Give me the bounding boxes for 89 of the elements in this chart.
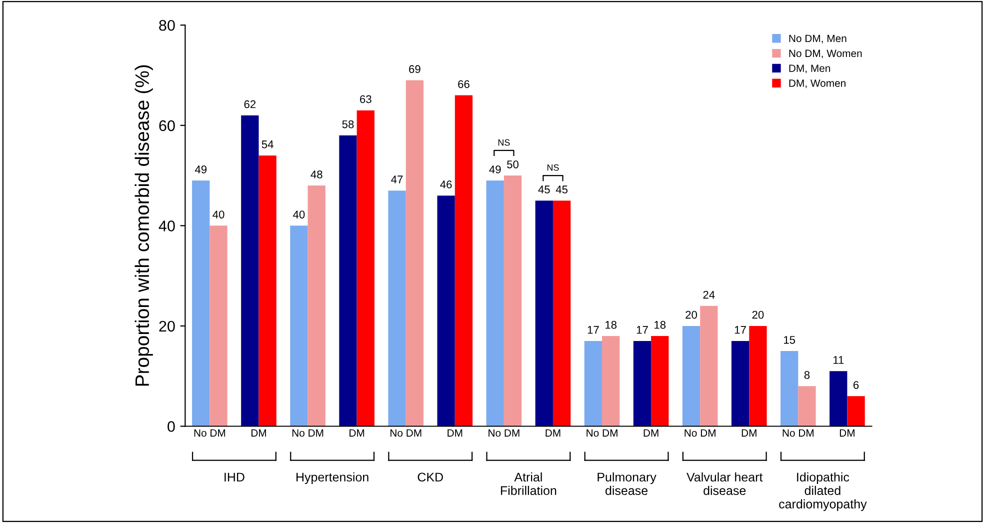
data-label: 40 <box>212 210 224 218</box>
x-tick-label: DM <box>840 429 854 437</box>
data-label: 46 <box>440 180 452 188</box>
data-label: 18 <box>606 320 617 329</box>
x-tick-label: No DM <box>586 429 618 437</box>
bar <box>308 186 326 426</box>
text: Pulmonary disease <box>598 472 656 496</box>
data-label: 49 <box>489 165 501 174</box>
bar <box>731 341 750 426</box>
text: IHD <box>224 472 244 482</box>
legend-label: DM, Men <box>789 64 830 74</box>
data-label: 45 <box>556 186 568 194</box>
data-label: 8 <box>804 371 810 379</box>
y-tick-label: 80 <box>159 20 175 31</box>
bar <box>847 396 865 426</box>
legend-label: No DM, Women <box>789 50 862 58</box>
bar <box>584 341 602 426</box>
data-label: 17 <box>636 326 648 334</box>
x-tick-label: DM <box>251 429 266 437</box>
bar <box>651 336 669 426</box>
data-label: 50 <box>507 160 519 168</box>
data-label: 15 <box>784 336 796 344</box>
data-label: 17 <box>734 326 746 334</box>
data-label: 62 <box>244 100 256 108</box>
bar <box>241 115 259 426</box>
data-label: 48 <box>310 170 322 178</box>
data-label: 63 <box>360 95 372 104</box>
bar <box>486 180 504 426</box>
y-axis-title: Proportion with comorbid disease (%) <box>134 65 153 386</box>
bar <box>504 176 522 426</box>
y-tick-label: 40 <box>158 220 175 232</box>
data-label: 20 <box>686 310 698 319</box>
x-tick-label: No DM <box>194 429 226 437</box>
bar <box>749 326 767 426</box>
bar <box>437 196 455 426</box>
data-label: 45 <box>538 186 550 194</box>
y-tick-label: 0 <box>168 421 175 432</box>
legend-label: DM, Women <box>789 80 846 88</box>
data-label: 58 <box>342 120 354 128</box>
text: CKD <box>418 472 443 482</box>
data-label: 54 <box>262 140 274 148</box>
data-label: 66 <box>458 80 470 88</box>
data-label: 24 <box>703 290 715 299</box>
annotation: NS <box>547 164 559 171</box>
bar <box>339 135 357 426</box>
x-tick-label: DM <box>644 429 658 437</box>
data-label: 47 <box>391 176 403 184</box>
bar <box>535 200 553 426</box>
bar <box>258 155 276 426</box>
x-tick-label: No DM <box>292 429 324 437</box>
bar <box>356 110 374 426</box>
bar <box>780 351 798 426</box>
x-tick-label: No DM <box>782 429 814 437</box>
data-label: 18 <box>654 320 666 329</box>
data-label: 20 <box>752 310 764 319</box>
bar <box>290 226 308 426</box>
x-tick-label: No DM <box>488 429 520 437</box>
bar <box>700 306 718 426</box>
x-tick-label: DM <box>742 429 756 437</box>
bar <box>406 80 424 426</box>
x-tick-label: No DM <box>684 429 716 437</box>
bar <box>682 326 700 426</box>
bar <box>830 371 848 426</box>
text: Valvular heart disease <box>686 472 763 496</box>
bar <box>192 180 210 426</box>
data-label: 40 <box>293 210 305 218</box>
legend-label: No DM, Men <box>789 34 846 44</box>
text: Hypertension <box>296 472 368 484</box>
bar <box>388 190 406 426</box>
y-tick-label: 60 <box>159 120 175 132</box>
y-tick-label: 20 <box>159 320 175 332</box>
data-label: 49 <box>194 165 207 174</box>
annotation: NS <box>498 139 510 146</box>
data-label: 69 <box>409 65 420 74</box>
bar <box>552 200 571 426</box>
bar <box>454 95 473 426</box>
x-tick-label: DM <box>448 429 462 437</box>
bar <box>602 336 620 426</box>
x-tick-label: DM <box>546 429 560 437</box>
x-tick-label: DM <box>350 429 364 437</box>
data-label: 17 <box>588 326 599 334</box>
text: Idiopathic dilated cardiomyopathy <box>779 472 867 511</box>
bar <box>633 341 652 426</box>
bar <box>210 226 228 426</box>
bar <box>798 386 816 426</box>
text: Atrial Fibrillation <box>500 472 556 496</box>
data-label: 11 <box>833 356 844 364</box>
x-tick-label: No DM <box>390 429 422 437</box>
data-label: 6 <box>854 381 859 389</box>
